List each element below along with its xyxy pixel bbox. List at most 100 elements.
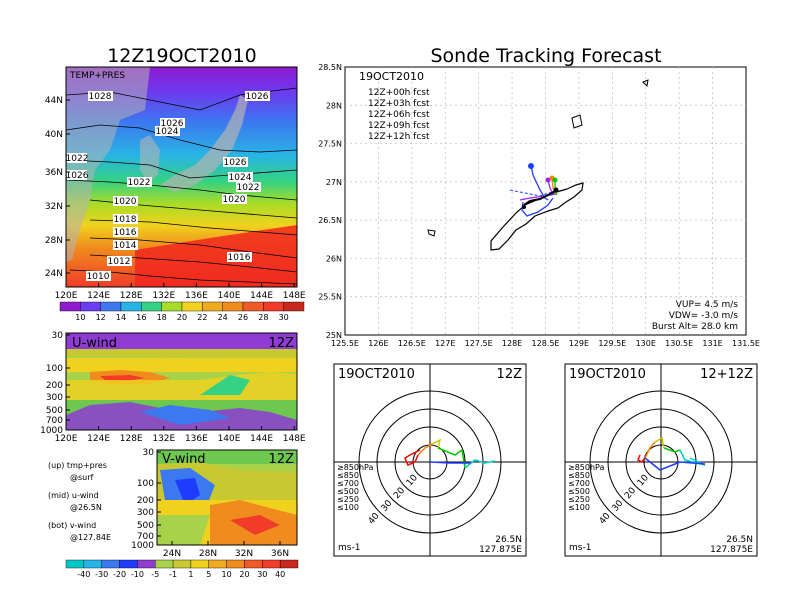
- lon-tick-label: 144E: [250, 291, 273, 301]
- lon-tick-label: 124E: [87, 434, 110, 444]
- hodograph-trace: [637, 454, 646, 463]
- colorbar-swatch: [263, 301, 284, 312]
- colorbar-label: 18: [157, 313, 167, 322]
- lat-tick-label: 28N: [199, 549, 217, 559]
- pressure-tick-label: 300: [137, 508, 154, 518]
- hodograph-units: ms-1: [338, 543, 360, 553]
- colorbar-swatch: [208, 559, 227, 569]
- isobar-label: 1026: [246, 92, 269, 102]
- v-lat-ticks: 24N 28N 32N 36N: [163, 541, 289, 559]
- lon-tick-label: 127E: [435, 339, 455, 348]
- hodograph-trace: [644, 441, 656, 459]
- colorbar-label: -40: [77, 570, 90, 579]
- lon-tick-label: 126E: [368, 339, 388, 348]
- isobar-label: 1020: [223, 195, 246, 205]
- colorbar-swatch: [161, 301, 183, 312]
- colorbar-swatch: [137, 559, 156, 569]
- colorbar-label: 10: [75, 313, 85, 322]
- colorbar-swatch: [181, 301, 203, 312]
- colorbar-swatch: [59, 301, 81, 312]
- colorbar-label: 14: [116, 313, 126, 322]
- level-label: ≤700: [337, 479, 359, 488]
- isobar-label: 1024: [156, 127, 179, 137]
- colorbar-label: -10: [131, 570, 144, 579]
- isobar-label: 1022: [128, 178, 151, 188]
- level-label: ≤250: [337, 495, 359, 504]
- lat-ticks: 24N 28N 32N 36N 40N 44N: [45, 96, 70, 279]
- lon-tick-label: 129.5E: [598, 339, 626, 348]
- pressure-tick-label: 100: [46, 364, 63, 374]
- lon-tick-label: 124E: [87, 291, 110, 301]
- hodograph-trace: [417, 443, 433, 456]
- isobar-label: 1026: [66, 171, 89, 181]
- colorbar-swatch: [172, 559, 192, 569]
- hodograph-trace: [431, 438, 442, 449]
- lon-tick-label: 120E: [55, 291, 78, 301]
- lat-tick-label: 32N: [45, 202, 63, 212]
- pressure-tick-label: 300: [46, 393, 63, 403]
- lon-tick-label: 130E: [636, 339, 656, 348]
- pressure-tick-label: 500: [137, 521, 154, 531]
- lat-tick-label: 32N: [235, 549, 253, 559]
- colorbar-swatch: [190, 559, 209, 569]
- lat-tick-label: 40N: [45, 130, 63, 140]
- colorbar-label: 16: [136, 313, 146, 322]
- lat-tick-label: 36N: [45, 168, 63, 178]
- hodograph-units: ms-1: [569, 543, 591, 553]
- pressure-tick-label: 700: [46, 416, 63, 426]
- level-label: ≤500: [337, 487, 359, 496]
- colorbar-swatch: [279, 559, 299, 569]
- lon-tick-label: 128E: [502, 339, 522, 348]
- hodograph-date: 19OCT2010: [569, 367, 646, 382]
- colorbar-swatch: [80, 301, 101, 312]
- pressure-tick-label: 30: [52, 331, 64, 341]
- temperature-map: TEMP+PRES 1028 1026 1026 1024 1026 1024 …: [45, 66, 306, 322]
- colorbar-swatch: [101, 559, 120, 569]
- lon-tick-label: 126.5E: [398, 339, 426, 348]
- forecast-label: 12Z+09h fcst: [368, 121, 430, 131]
- lat-tick-label: 28N: [326, 101, 342, 110]
- isobar-label: 1026: [224, 158, 247, 168]
- hodograph-date: 19OCT2010: [338, 367, 415, 382]
- pressure-tick-label: 30: [143, 448, 155, 458]
- map-label: TEMP+PRES: [69, 71, 125, 81]
- legend-line: @26.5N: [70, 503, 102, 512]
- lat-tick-label: 25.5N: [318, 293, 342, 302]
- track-map: 125.5E 126E 126.5E 127E 127.5E 128E 128.5E 129E…: [318, 63, 760, 348]
- colorbar-label: 28: [258, 313, 268, 322]
- lat-tick-label: 24N: [45, 269, 63, 279]
- colorbar-label: -5: [151, 570, 159, 579]
- legend-line: @127.84E: [70, 533, 111, 542]
- isobar-label: 1010: [87, 272, 110, 282]
- hodograph-trace: [644, 457, 706, 471]
- legend-line: (mid) u-wind: [48, 491, 99, 500]
- isobar-label: 1024: [229, 173, 252, 183]
- lon-tick-label: 125.5E: [331, 339, 359, 348]
- colorbar-swatch: [119, 559, 138, 569]
- hodograph-lat: 26.5N: [726, 535, 753, 545]
- lon-tick-label: 131.5E: [732, 339, 760, 348]
- colorbar-label: 26: [238, 313, 248, 322]
- lon-tick-label: 131E: [702, 339, 722, 348]
- lon-tick-label: 136E: [185, 291, 208, 301]
- isobar-label: 1016: [228, 253, 251, 263]
- level-label: ≤100: [337, 503, 359, 512]
- lat-tick-label: 36N: [271, 549, 289, 559]
- colorbar-swatch: [155, 559, 174, 569]
- lon-tick-label: 148E: [283, 434, 306, 444]
- lat-tick-label: 27.5N: [318, 140, 342, 149]
- track-date: 19OCT2010: [359, 70, 424, 83]
- lon-tick-label: 128E: [120, 291, 143, 301]
- left-title: 12Z19OCT2010: [107, 45, 257, 67]
- lon-tick-label: 128E: [120, 434, 143, 444]
- colorbar-swatch: [262, 559, 281, 569]
- forecast-legend: 12Z+00h fcst 12Z+03h fcst 12Z+06h fcst 1…: [368, 88, 430, 142]
- colorbar-label: 24: [218, 313, 228, 322]
- isobar-label: 1026: [161, 119, 184, 129]
- isobar-label: 1020: [114, 197, 137, 207]
